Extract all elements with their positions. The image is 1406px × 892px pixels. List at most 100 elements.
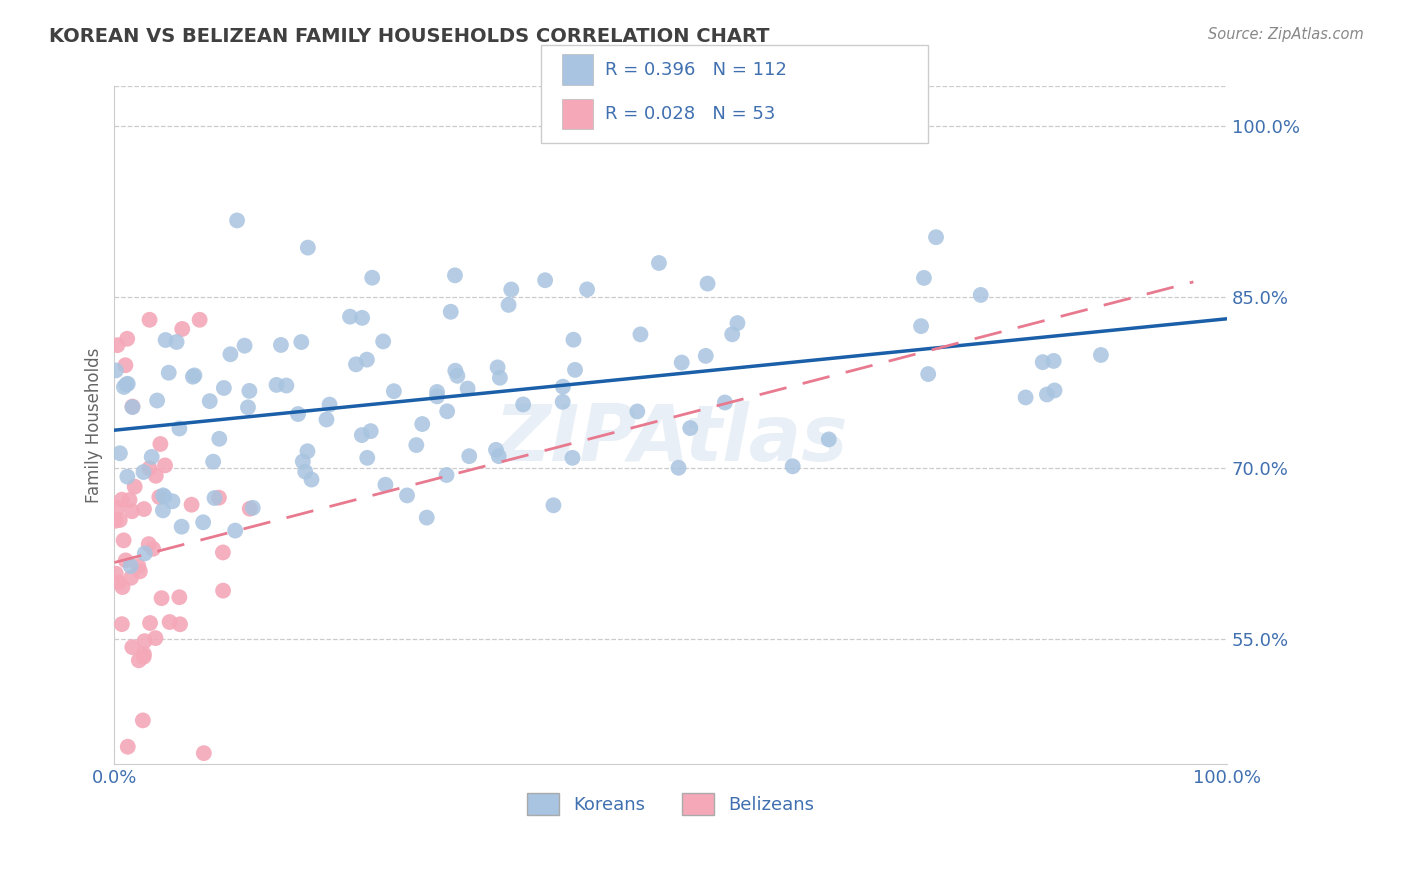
Point [498, 298, 520, 312]
Point [374, 477, 396, 491]
Point [180, 498, 202, 512]
Point [315, 412, 337, 426]
Point [1032, 355, 1054, 369]
Point [112, 533, 135, 548]
Point [134, 546, 156, 560]
Point [239, 501, 262, 516]
Point [208, 432, 231, 446]
Point [576, 282, 599, 296]
Point [105, 338, 128, 352]
Point [202, 455, 225, 469]
Point [132, 465, 155, 479]
Point [416, 510, 439, 524]
Point [440, 305, 463, 319]
Point [128, 565, 150, 579]
Point [121, 640, 143, 654]
Point [104, 514, 127, 528]
Point [212, 583, 235, 598]
Point [356, 450, 378, 465]
Point [155, 333, 177, 347]
Point [117, 469, 139, 483]
Point [142, 802, 165, 816]
Point [188, 312, 211, 326]
Legend: Koreans, Belizeans: Koreans, Belizeans [519, 786, 821, 822]
Point [169, 421, 191, 435]
Point [162, 494, 184, 508]
Point [297, 241, 319, 255]
Point [534, 273, 557, 287]
Point [382, 384, 405, 399]
Point [117, 376, 139, 391]
Point [111, 492, 134, 507]
Point [138, 537, 160, 551]
Point [132, 647, 155, 661]
Point [626, 404, 648, 418]
Point [148, 490, 170, 504]
Point [169, 617, 191, 632]
Point [696, 277, 718, 291]
Point [276, 378, 298, 392]
Point [226, 213, 249, 227]
Point [356, 352, 378, 367]
Point [208, 491, 231, 505]
Point [152, 503, 174, 517]
Point [212, 381, 235, 395]
Point [486, 360, 509, 375]
Text: R = 0.028   N = 53: R = 0.028 N = 53 [605, 105, 775, 123]
Point [114, 553, 136, 567]
Point [121, 400, 143, 414]
Point [191, 516, 214, 530]
Point [198, 394, 221, 409]
Point [138, 312, 160, 326]
Point [134, 634, 156, 648]
Point [444, 364, 467, 378]
Point [139, 615, 162, 630]
Point [170, 519, 193, 533]
Point [111, 617, 134, 632]
Point [912, 271, 935, 285]
Point [458, 449, 481, 463]
Point [1014, 391, 1036, 405]
Point [233, 339, 256, 353]
Point [457, 382, 479, 396]
Point [817, 433, 839, 447]
Point [150, 591, 173, 606]
Point [112, 380, 135, 394]
Point [630, 327, 652, 342]
Point [411, 417, 433, 431]
Point [212, 545, 235, 559]
Point [145, 468, 167, 483]
Text: ZIPAtlas: ZIPAtlas [494, 401, 848, 476]
Point [294, 465, 316, 479]
Point [436, 468, 458, 483]
Point [121, 400, 143, 414]
Point [1090, 348, 1112, 362]
Text: R = 0.396   N = 112: R = 0.396 N = 112 [605, 61, 786, 78]
Point [142, 541, 165, 556]
Point [1043, 384, 1066, 398]
Point [695, 349, 717, 363]
Point [132, 649, 155, 664]
Point [236, 401, 259, 415]
Y-axis label: Family Households: Family Households [86, 347, 103, 503]
Point [172, 322, 194, 336]
Text: KOREAN VS BELIZEAN FAMILY HOUSEHOLDS CORRELATION CHART: KOREAN VS BELIZEAN FAMILY HOUSEHOLDS COR… [49, 27, 769, 45]
Point [193, 746, 215, 760]
Point [551, 395, 574, 409]
Point [297, 444, 319, 458]
Point [204, 491, 226, 505]
Point [107, 501, 129, 516]
Point [128, 653, 150, 667]
Point [564, 363, 586, 377]
Point [118, 492, 141, 507]
Point [727, 316, 749, 330]
Text: Source: ZipAtlas.com: Source: ZipAtlas.com [1208, 27, 1364, 42]
Point [488, 449, 510, 463]
Point [242, 500, 264, 515]
Point [562, 333, 585, 347]
Point [405, 438, 427, 452]
Point [152, 488, 174, 502]
Point [360, 424, 382, 438]
Point [671, 355, 693, 369]
Point [444, 268, 467, 283]
